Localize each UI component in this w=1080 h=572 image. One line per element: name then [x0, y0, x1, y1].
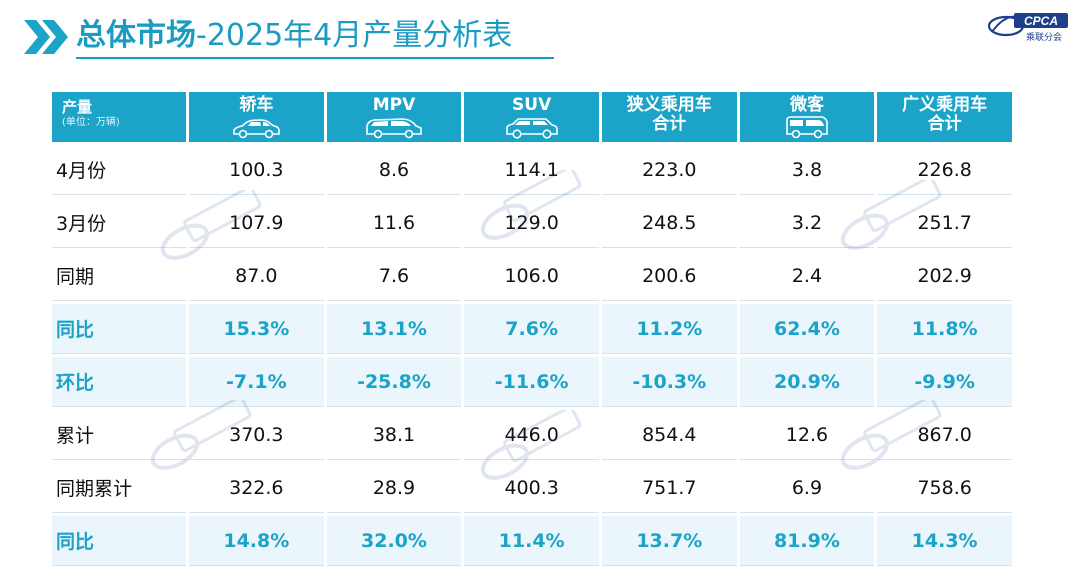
table-row: 环比 -7.1% -25.8% -11.6% -10.3% 20.9% -9.9% [52, 357, 1012, 407]
row-label: 同比 [52, 516, 186, 566]
col-header-label: 轿车 [239, 95, 274, 115]
table-cell: 12.6 [739, 410, 875, 460]
table-cell: 62.4% [739, 304, 875, 354]
table-cell: 370.3 [189, 410, 324, 460]
table-cell: 867.0 [877, 410, 1012, 460]
row-label: 同比 [52, 304, 186, 354]
table-cell: 446.0 [464, 410, 599, 460]
logo-subtext: 乘联分会 [1026, 33, 1063, 43]
table-row: 同期累计 322.6 28.9 400.3 751.7 6.9 758.6 [52, 463, 1012, 513]
table-cell: 400.3 [464, 463, 599, 513]
row-label: 累计 [52, 410, 186, 460]
table-row: 累计 370.3 38.1 446.0 854.4 12.6 867.0 [52, 410, 1012, 460]
suv-icon [505, 118, 558, 139]
row-label: 3月份 [52, 198, 186, 248]
table-cell: 81.9% [739, 516, 875, 566]
table-cell: 758.6 [877, 463, 1012, 513]
col-header-mpv: MPV [326, 92, 462, 142]
table-cell: 248.5 [601, 198, 737, 248]
table-header-row: 产量 (单位：万辆) 轿车 MPV [52, 92, 1012, 142]
col-header-label: SUV [512, 95, 552, 115]
chevron-right-icon [24, 20, 68, 54]
table-cell: 7.6 [326, 251, 462, 301]
col-header-label: 狭义乘用车 [626, 95, 712, 115]
mpv-icon [366, 118, 422, 139]
table-cell: 106.0 [464, 251, 599, 301]
table-cell: 226.8 [877, 145, 1012, 195]
table-cell: 38.1 [326, 410, 462, 460]
table-cell: 751.7 [601, 463, 737, 513]
col-header-label: 微客 [789, 95, 824, 115]
table-cell: 129.0 [464, 198, 599, 248]
table-cell: 14.3% [877, 516, 1012, 566]
table-cell: 223.0 [601, 145, 737, 195]
minivan-icon [786, 116, 828, 139]
production-table-container: 产量 (单位：万辆) 轿车 MPV [49, 89, 1015, 566]
row-label: 环比 [52, 357, 186, 407]
table-cell: -7.1% [189, 357, 324, 407]
table-cell: 8.6 [326, 145, 462, 195]
table-cell: 20.9% [739, 357, 875, 407]
table-cell: -25.8% [326, 357, 462, 407]
row-label: 同期累计 [52, 463, 186, 513]
corner-unit: (单位：万辆) [62, 117, 120, 128]
table-cell: 107.9 [189, 198, 324, 248]
table-cell: 32.0% [326, 516, 462, 566]
title-underline [76, 57, 554, 59]
col-header-suv: SUV [464, 92, 599, 142]
table-cell: 11.6 [326, 198, 462, 248]
table-cell: 11.8% [877, 304, 1012, 354]
table-cell: -9.9% [877, 357, 1012, 407]
col-header-label: 广义乘用车 [902, 95, 988, 115]
table-cell: 100.3 [189, 145, 324, 195]
corner-title: 产量 [62, 98, 93, 116]
table-row: 3月份 107.9 11.6 129.0 248.5 3.2 251.7 [52, 198, 1012, 248]
table-row: 同比 14.8% 32.0% 11.4% 13.7% 81.9% 14.3% [52, 516, 1012, 566]
title-rest: -2025年4月产量分析表 [196, 18, 513, 53]
table-cell: -11.6% [464, 357, 599, 407]
col-header-broad-pv: 广义乘用车 合计 [877, 92, 1012, 142]
title-bold: 总体市场 [76, 18, 196, 53]
col-header-minivan: 微客 [739, 92, 875, 142]
table-cell: 322.6 [189, 463, 324, 513]
page-title: 总体市场-2025年4月产量分析表 [76, 14, 512, 58]
col-header-narrow-pv: 狭义乘用车 合计 [601, 92, 737, 142]
table-cell: 854.4 [601, 410, 737, 460]
table-cell: 15.3% [189, 304, 324, 354]
table-cell: -10.3% [601, 357, 737, 407]
logo-text: CPCA [1024, 14, 1058, 28]
table-body: 4月份 100.3 8.6 114.1 223.0 3.8 226.8 3月份 107.9 11.… [52, 145, 1012, 566]
table-cell: 3.2 [739, 198, 875, 248]
table-cell: 13.1% [326, 304, 462, 354]
table-cell: 200.6 [601, 251, 737, 301]
table-cell: 114.1 [464, 145, 599, 195]
col-header-sedan: 轿车 [189, 92, 324, 142]
table-row: 4月份 100.3 8.6 114.1 223.0 3.8 226.8 [52, 145, 1012, 195]
table-cell: 11.4% [464, 516, 599, 566]
col-header-label-2: 合计 [927, 114, 962, 134]
table-cell: 13.7% [601, 516, 737, 566]
table-cell: 28.9 [326, 463, 462, 513]
sedan-icon [233, 119, 281, 139]
table-cell: 11.2% [601, 304, 737, 354]
table-cell: 251.7 [877, 198, 1012, 248]
row-label: 4月份 [52, 145, 186, 195]
table-cell: 14.8% [189, 516, 324, 566]
production-table: 产量 (单位：万辆) 轿车 MPV [49, 89, 1015, 569]
col-header-label: MPV [372, 95, 416, 115]
row-label: 同期 [52, 251, 186, 301]
table-cell: 3.8 [739, 145, 875, 195]
table-cell: 202.9 [877, 251, 1012, 301]
cpca-logo: CPCA [987, 13, 1068, 37]
table-cell: 6.9 [739, 463, 875, 513]
table-cell: 87.0 [189, 251, 324, 301]
table-row: 同期 87.0 7.6 106.0 200.6 2.4 202.9 [52, 251, 1012, 301]
table-cell: 7.6% [464, 304, 599, 354]
corner-header: 产量 (单位：万辆) [52, 92, 186, 142]
table-row: 同比 15.3% 13.1% 7.6% 11.2% 62.4% 11.8% [52, 304, 1012, 354]
col-header-label-2: 合计 [652, 114, 687, 134]
table-cell: 2.4 [739, 251, 875, 301]
